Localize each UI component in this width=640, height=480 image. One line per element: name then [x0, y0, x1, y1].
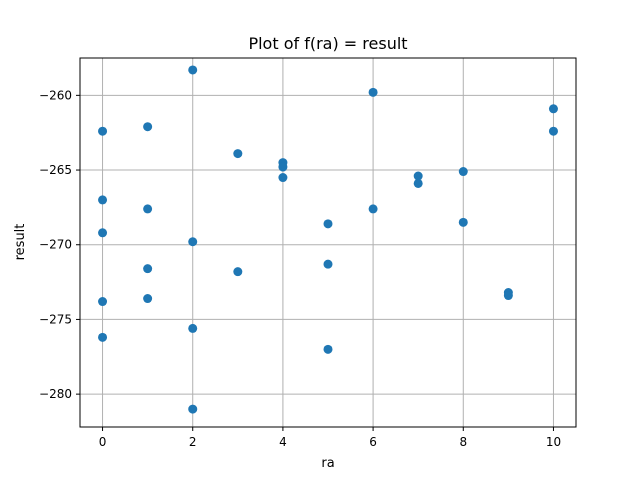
- x-tick-label: 4: [279, 435, 287, 449]
- grid-layer: [80, 58, 576, 427]
- scatter-point: [188, 323, 198, 333]
- x-tick-label: 0: [99, 435, 107, 449]
- chart-title: Plot of f(ra) = result: [248, 34, 407, 53]
- scatter-point: [368, 87, 378, 97]
- scatter-point: [323, 344, 333, 354]
- y-tick-label: −260: [39, 88, 72, 102]
- x-tick-label: 10: [546, 435, 561, 449]
- scatter-point: [503, 291, 513, 301]
- y-axis-label: result: [13, 224, 28, 261]
- scatter-point: [98, 332, 108, 342]
- scatter-point: [188, 65, 198, 75]
- scatter-point: [548, 104, 558, 114]
- scatter-point: [143, 294, 153, 304]
- x-axis-label: ra: [321, 456, 334, 471]
- scatter-point: [98, 126, 108, 136]
- scatter-point: [233, 267, 243, 277]
- scatter-point: [413, 178, 423, 188]
- x-tick-label: 6: [369, 435, 377, 449]
- y-tick-label: −265: [39, 163, 72, 177]
- scatter-point: [143, 204, 153, 214]
- y-tick-label: −275: [39, 312, 72, 326]
- x-tick-label: 2: [189, 435, 197, 449]
- scatter-point: [143, 122, 153, 132]
- scatter-point: [278, 162, 288, 172]
- scatter-point: [233, 149, 243, 159]
- scatter-point: [188, 237, 198, 247]
- scatter-point: [323, 219, 333, 229]
- scatter-point: [278, 173, 288, 183]
- scatter-point: [458, 217, 468, 227]
- y-tick-label: −270: [39, 238, 72, 252]
- plot-frame: [79, 57, 577, 428]
- scatter-point: [98, 195, 108, 205]
- ticks-layer: 0 2 4 6 8 10 −280 −275 −270 −265 −260: [39, 88, 561, 449]
- scatter-point: [98, 297, 108, 307]
- scatter-point: [368, 204, 378, 214]
- x-tick-label: 8: [459, 435, 467, 449]
- scatter-point: [458, 167, 468, 177]
- scatter-point: [188, 404, 198, 414]
- scatter-point: [548, 126, 558, 136]
- scatter-point: [323, 259, 333, 269]
- scatter-point: [143, 264, 153, 274]
- scatter-point: [413, 171, 423, 181]
- scatter-point: [98, 228, 108, 238]
- points-layer: [98, 65, 558, 414]
- y-tick-label: −280: [39, 387, 72, 401]
